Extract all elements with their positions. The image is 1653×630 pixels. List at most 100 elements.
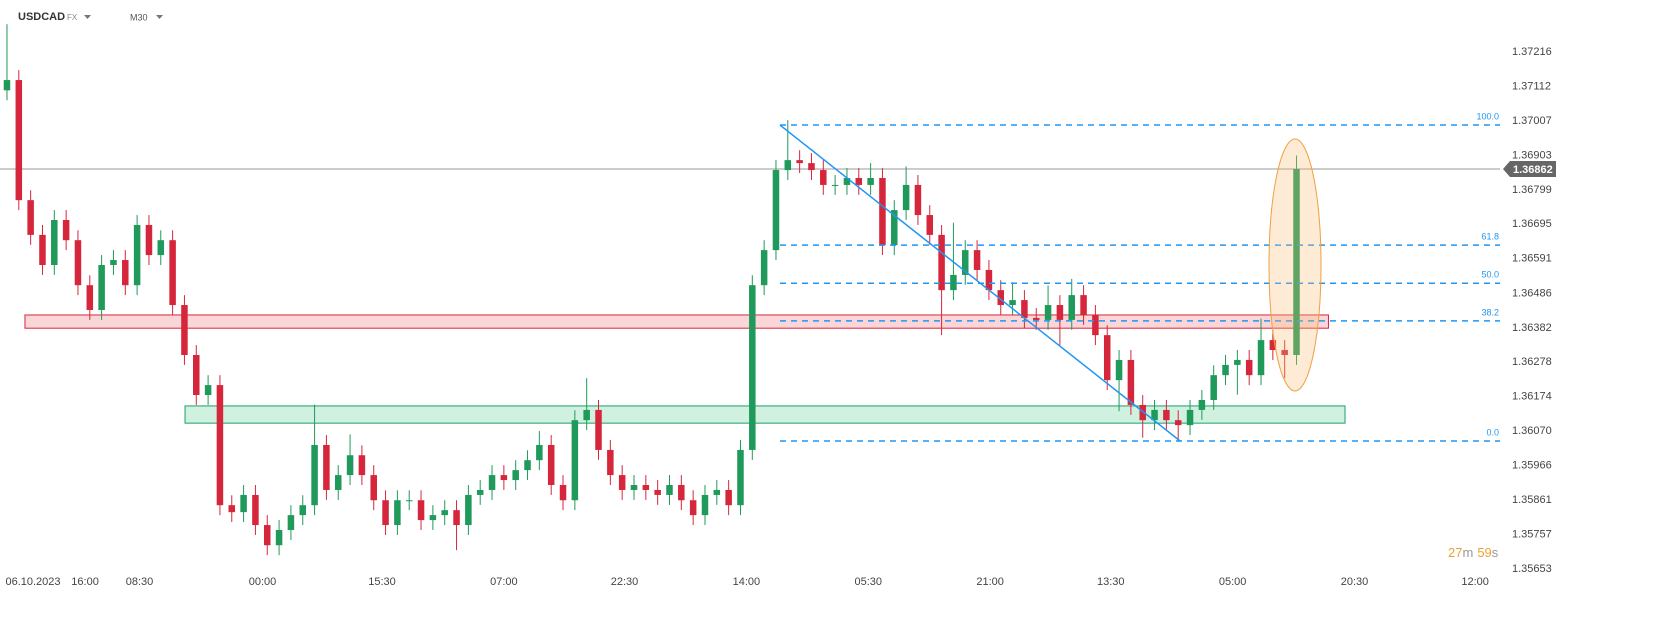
candle-body: [843, 177, 851, 185]
fib-label: 61.8: [1481, 232, 1499, 242]
candle-body: [725, 489, 732, 506]
y-tick-label: 1.36174: [1512, 391, 1552, 403]
candle-body: [488, 475, 496, 490]
symbol[interactable]: USDCAD: [18, 11, 65, 23]
candle-body: [240, 494, 247, 513]
candle-body: [902, 184, 910, 211]
candle-body: [39, 234, 46, 266]
fib-label: 38.2: [1481, 307, 1499, 317]
x-tick-label: 21:00: [976, 576, 1004, 588]
y-tick-label: 1.36278: [1512, 356, 1552, 368]
candle-body: [358, 455, 366, 476]
candle-body: [3, 80, 11, 91]
candle-body: [287, 515, 295, 531]
x-tick-label: 12:00: [1461, 576, 1489, 588]
candle-body: [618, 475, 626, 490]
candle-body: [275, 530, 283, 546]
symbol-dropdown[interactable]: [84, 15, 91, 19]
candle-body: [666, 485, 673, 495]
candle-body: [1222, 364, 1229, 376]
candle-body: [867, 177, 874, 185]
y-tick-label: 1.36799: [1512, 184, 1552, 196]
candle-body: [796, 160, 803, 164]
candle-body: [122, 260, 129, 286]
candle-body: [831, 184, 839, 186]
y-tick-label: 1.37216: [1512, 46, 1552, 58]
candle-body: [985, 269, 993, 291]
x-tick-label: 08:30: [126, 576, 154, 588]
candle-body: [370, 475, 377, 501]
y-tick-label: 1.36486: [1512, 287, 1552, 299]
candle-body: [760, 250, 768, 286]
countdown-minutes: 27: [1448, 545, 1462, 560]
candle-body: [642, 485, 650, 490]
candle-body: [1127, 359, 1135, 405]
x-tick-label: 16:00: [71, 576, 99, 588]
candle-body: [334, 475, 342, 490]
x-tick-label: 00:00: [249, 576, 277, 588]
candle-body: [311, 444, 318, 506]
candle-body: [891, 210, 898, 246]
y-tick-label: 1.36695: [1512, 218, 1552, 230]
market: FX: [67, 13, 78, 22]
candle-body: [855, 177, 863, 185]
interval[interactable]: M30: [130, 12, 148, 22]
candle-body: [737, 449, 744, 506]
candle-body: [701, 494, 709, 516]
candle-body: [1281, 350, 1288, 355]
candle-body: [559, 485, 567, 501]
countdown: 27m 59s: [1448, 545, 1499, 560]
candle-body: [51, 220, 58, 266]
candle-body: [820, 170, 827, 185]
candle-body: [417, 500, 425, 521]
candle-body: [879, 177, 886, 246]
candle-body: [110, 260, 117, 266]
fib-label: 100.0: [1476, 111, 1499, 121]
candle-body: [1068, 295, 1075, 320]
candle-body: [1257, 340, 1265, 376]
zone: [24, 314, 1329, 329]
candle-body: [772, 170, 780, 251]
candle-body: [453, 510, 460, 526]
candle-body: [465, 494, 472, 526]
candle-body: [181, 305, 188, 355]
fib-label: 50.0: [1481, 270, 1499, 280]
plot-area: 1.37216 1.37112 1.37007 1.36903 1.36799 1.366…: [0, 24, 1552, 588]
candle-body: [997, 290, 1005, 306]
candle-body: [204, 385, 212, 396]
candle-body: [950, 274, 957, 291]
candle-body: [216, 385, 224, 506]
candle-body: [512, 470, 519, 481]
x-tick-label: 20:30: [1341, 576, 1369, 588]
candle-body: [1044, 305, 1052, 320]
candle-body: [441, 510, 448, 516]
candle-body: [1269, 340, 1277, 351]
y-tick-label: 1.35757: [1512, 529, 1552, 541]
interval-dropdown[interactable]: [156, 15, 163, 19]
candle-body: [98, 265, 105, 310]
y-tick-label: 1.36903: [1512, 149, 1552, 161]
candle-body: [654, 489, 661, 495]
y-tick-label: 1.36070: [1512, 425, 1552, 437]
countdown-seconds-unit: s: [1492, 545, 1499, 560]
candle-body: [169, 240, 176, 306]
fib-label: 0.0: [1486, 427, 1499, 437]
candle-body: [299, 505, 306, 516]
candle-body: [1139, 404, 1146, 421]
candle-body: [926, 215, 934, 235]
candle-body: [1115, 359, 1123, 381]
y-tick-label: 1.35861: [1512, 494, 1552, 506]
candle-body: [429, 515, 437, 521]
candle-body: [193, 354, 200, 396]
candle-body: [476, 489, 484, 495]
last-price-tag: [1503, 161, 1556, 178]
candle-body: [1198, 399, 1206, 410]
candle-body: [1245, 359, 1253, 376]
x-tick-label: 05:00: [1219, 576, 1247, 588]
last-price-label: 1.36862: [1513, 164, 1553, 176]
countdown-minutes-unit: m: [1462, 545, 1473, 560]
candle-body: [74, 240, 82, 286]
x-tick-label: 13:30: [1097, 576, 1125, 588]
y-tick-label: 1.35653: [1512, 563, 1552, 575]
